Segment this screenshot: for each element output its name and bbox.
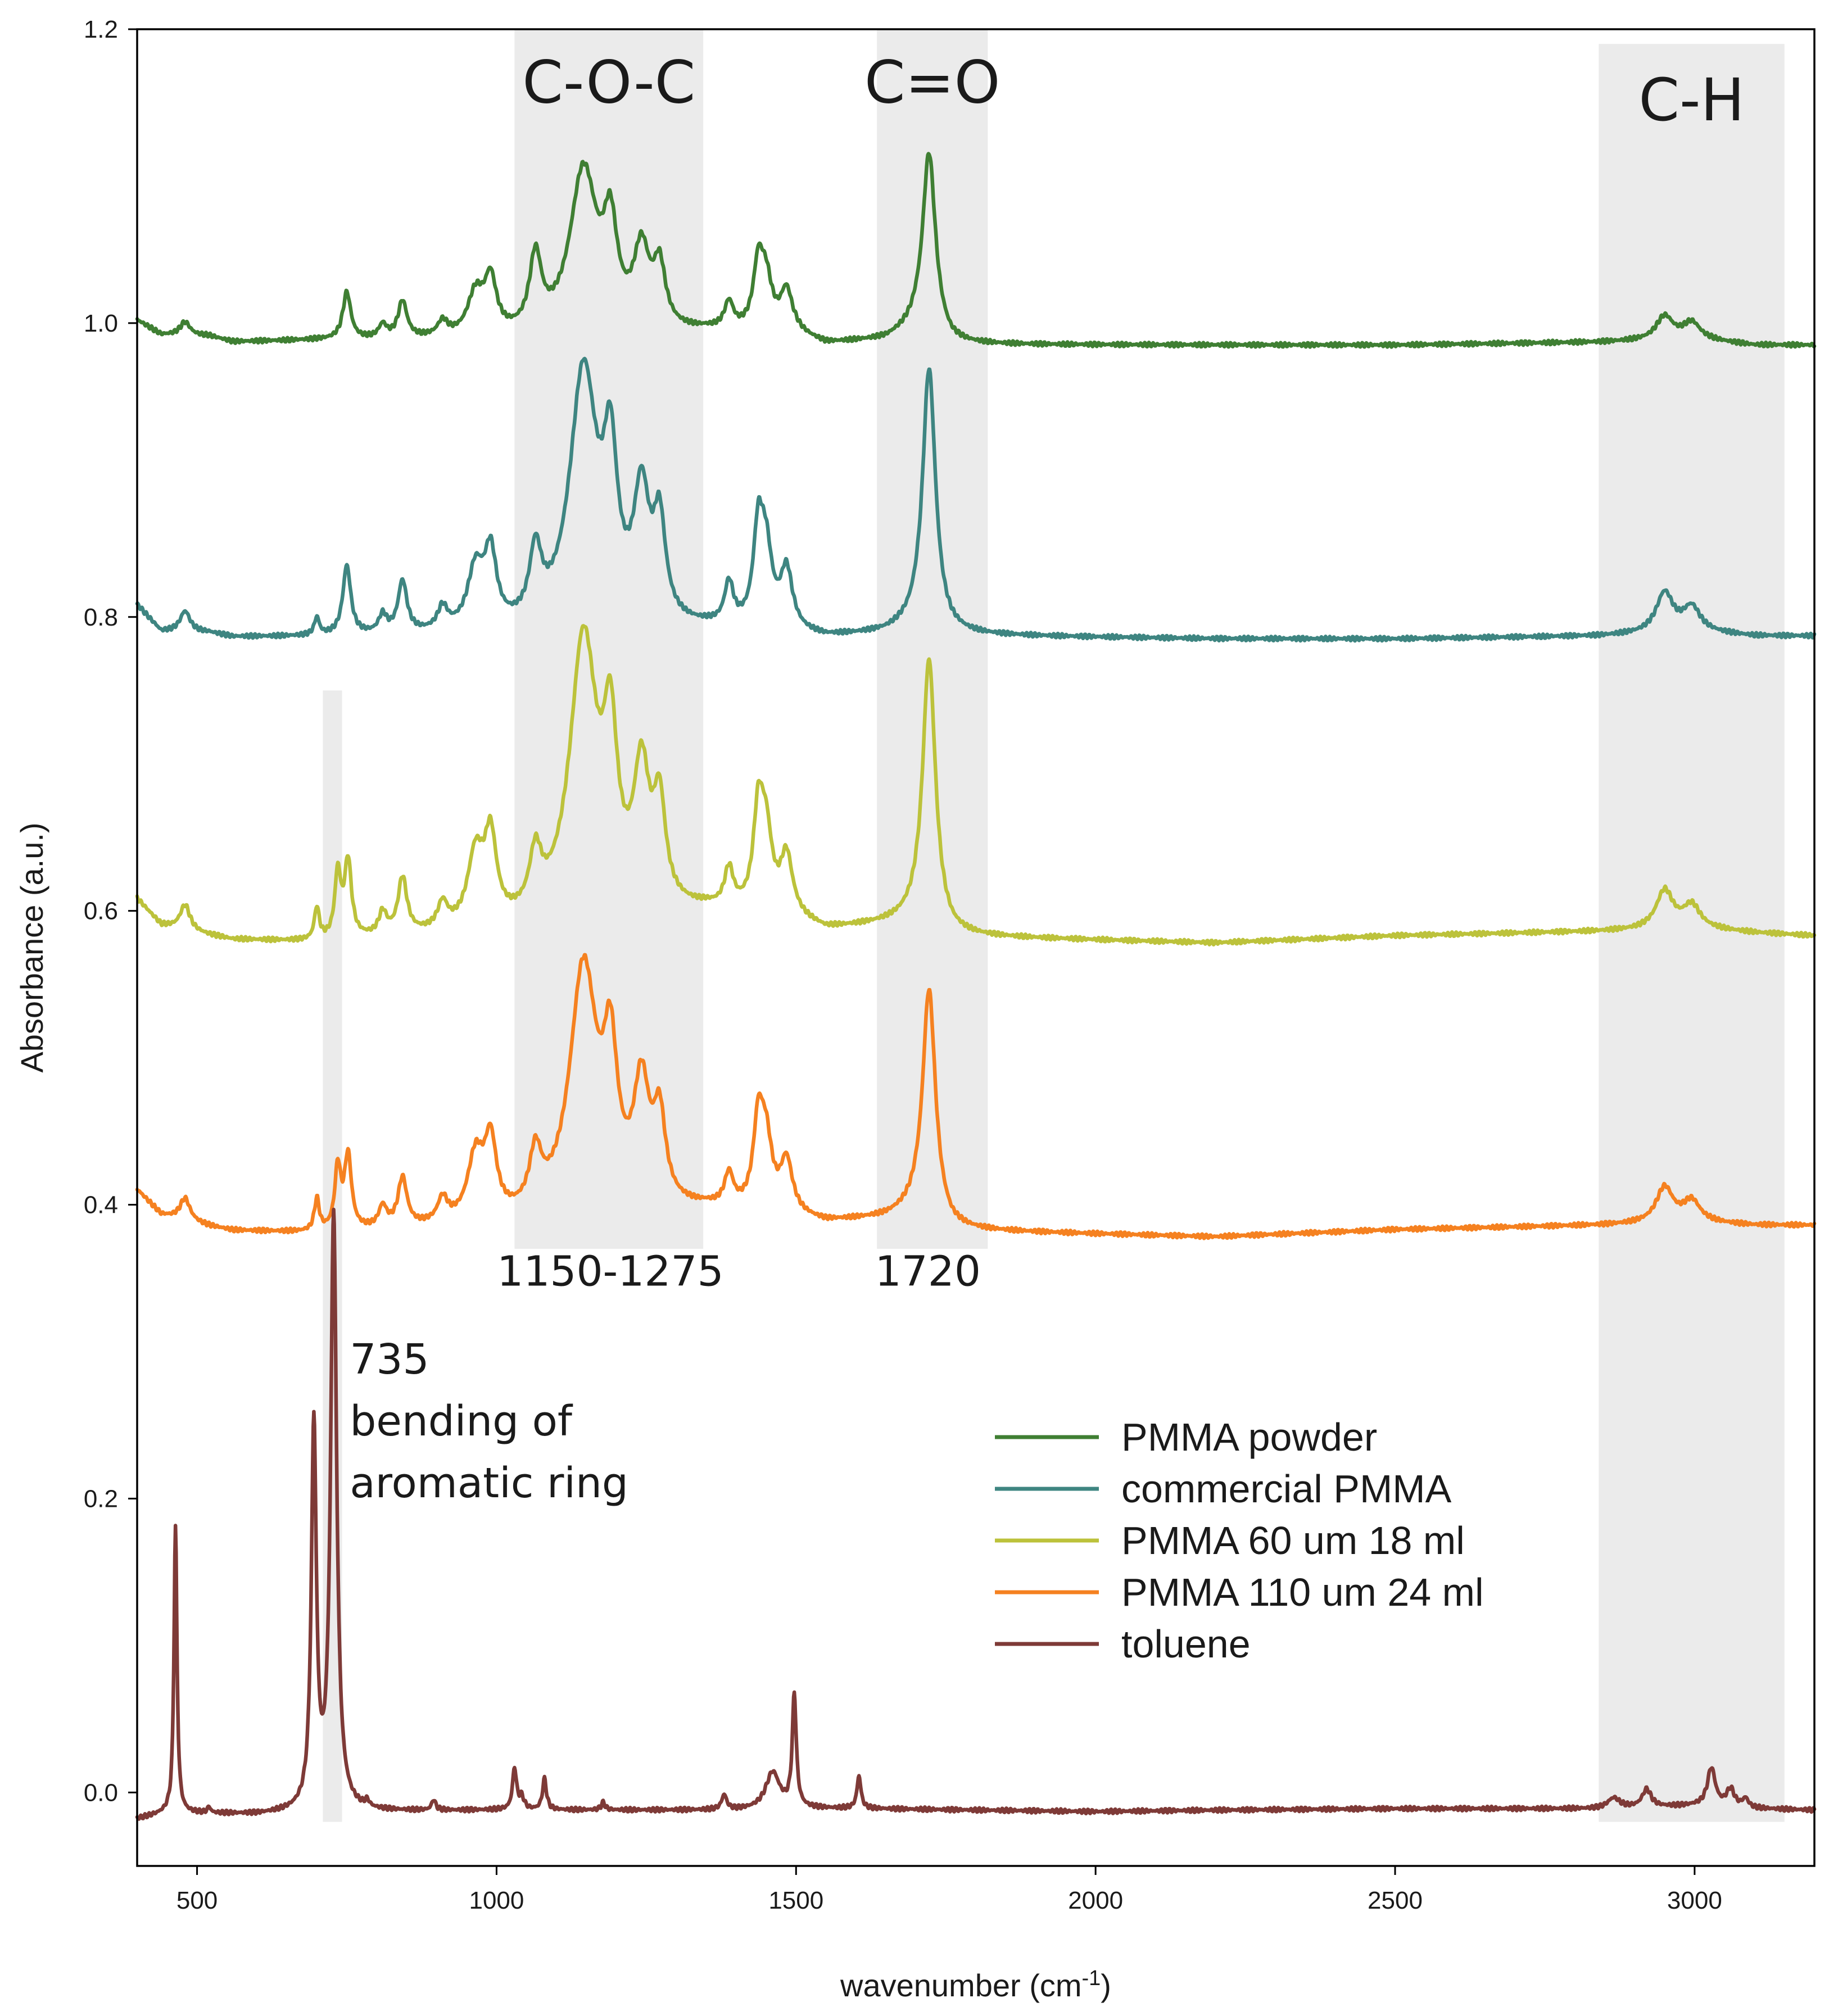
y-axis-title: Absorbance (a.u.) xyxy=(14,822,49,1072)
y-axis-ticks: 0.0 0.2 0.4 0.6 0.8 1.0 1.2 xyxy=(84,16,137,1806)
legend-label-toluene: toluene xyxy=(1121,1622,1251,1666)
legend: PMMA powder commercial PMMA PMMA 60 um 18 … xyxy=(995,1415,1484,1666)
series-line-pmma-powder xyxy=(135,152,1817,349)
band-labels: C-O-C C=O C-H xyxy=(522,48,1744,134)
y-tick-label-6: 1.2 xyxy=(84,16,118,43)
band-label-c-o: C=O xyxy=(864,48,1001,117)
annotation-note-735-line2: bending of xyxy=(350,1397,573,1446)
x-tick-label-1500: 1500 xyxy=(768,1887,823,1914)
y-tick-label-2: 0.4 xyxy=(84,1192,118,1219)
y-tick-label-0: 0.0 xyxy=(84,1779,118,1806)
y-tick-label-1: 0.2 xyxy=(84,1485,118,1512)
y-tick-label-3: 0.6 xyxy=(84,898,118,925)
band-label-c-o-c: C-O-C xyxy=(522,48,695,117)
y-tick-label-4: 0.8 xyxy=(84,604,118,631)
annotations: 1150-1275 1720 735 bending of aromatic ring xyxy=(350,1247,981,1507)
annotation-range-1150-1275: 1150-1275 xyxy=(497,1247,723,1295)
band-label-c-h: C-H xyxy=(1638,66,1744,134)
annotation-peak-1720: 1720 xyxy=(875,1247,981,1295)
series-line-toluene xyxy=(135,1207,1817,1821)
series-line-pmma-110-um-24-ml xyxy=(135,953,1817,1240)
x-axis-title-text: wavenumber (cm xyxy=(840,1968,1081,2003)
x-tick-label-3000: 3000 xyxy=(1667,1887,1722,1914)
plot-frame xyxy=(136,28,1816,1867)
legend-label-pmma-powder: PMMA powder xyxy=(1121,1415,1377,1459)
series-line-pmma-60-um-18-ml xyxy=(135,624,1817,947)
annotation-note-735-line3: aromatic ring xyxy=(350,1459,628,1507)
legend-label-pmma-110-um-24-ml: PMMA 110 um 24 ml xyxy=(1121,1570,1484,1614)
annotation-note-735-line1: 735 xyxy=(350,1335,429,1384)
shaded-region-c-o xyxy=(877,29,988,1249)
shaded-region-c-o-c xyxy=(514,29,704,1249)
x-axis-title-superscript: -1 xyxy=(1082,1967,1101,1990)
series-lines xyxy=(135,152,1817,1821)
x-tick-label-1000: 1000 xyxy=(469,1887,524,1914)
x-tick-label-2000: 2000 xyxy=(1068,1887,1123,1914)
x-axis-title: wavenumber (cm-1) xyxy=(840,1967,1111,2003)
shaded-regions xyxy=(323,29,1785,1822)
x-tick-label-2500: 2500 xyxy=(1368,1887,1423,1914)
legend-label-commercial-pmma: commercial PMMA xyxy=(1121,1467,1452,1511)
x-axis-ticks: 500 1000 1500 2000 2500 3000 xyxy=(176,1866,1722,1914)
legend-label-pmma-60-um-18-ml: PMMA 60 um 18 ml xyxy=(1121,1519,1465,1562)
x-axis-title-close: ) xyxy=(1101,1968,1111,2003)
y-tick-label-5: 1.0 xyxy=(84,310,118,337)
x-tick-label-500: 500 xyxy=(176,1887,218,1914)
series-line-commercial-pmma xyxy=(135,356,1817,643)
